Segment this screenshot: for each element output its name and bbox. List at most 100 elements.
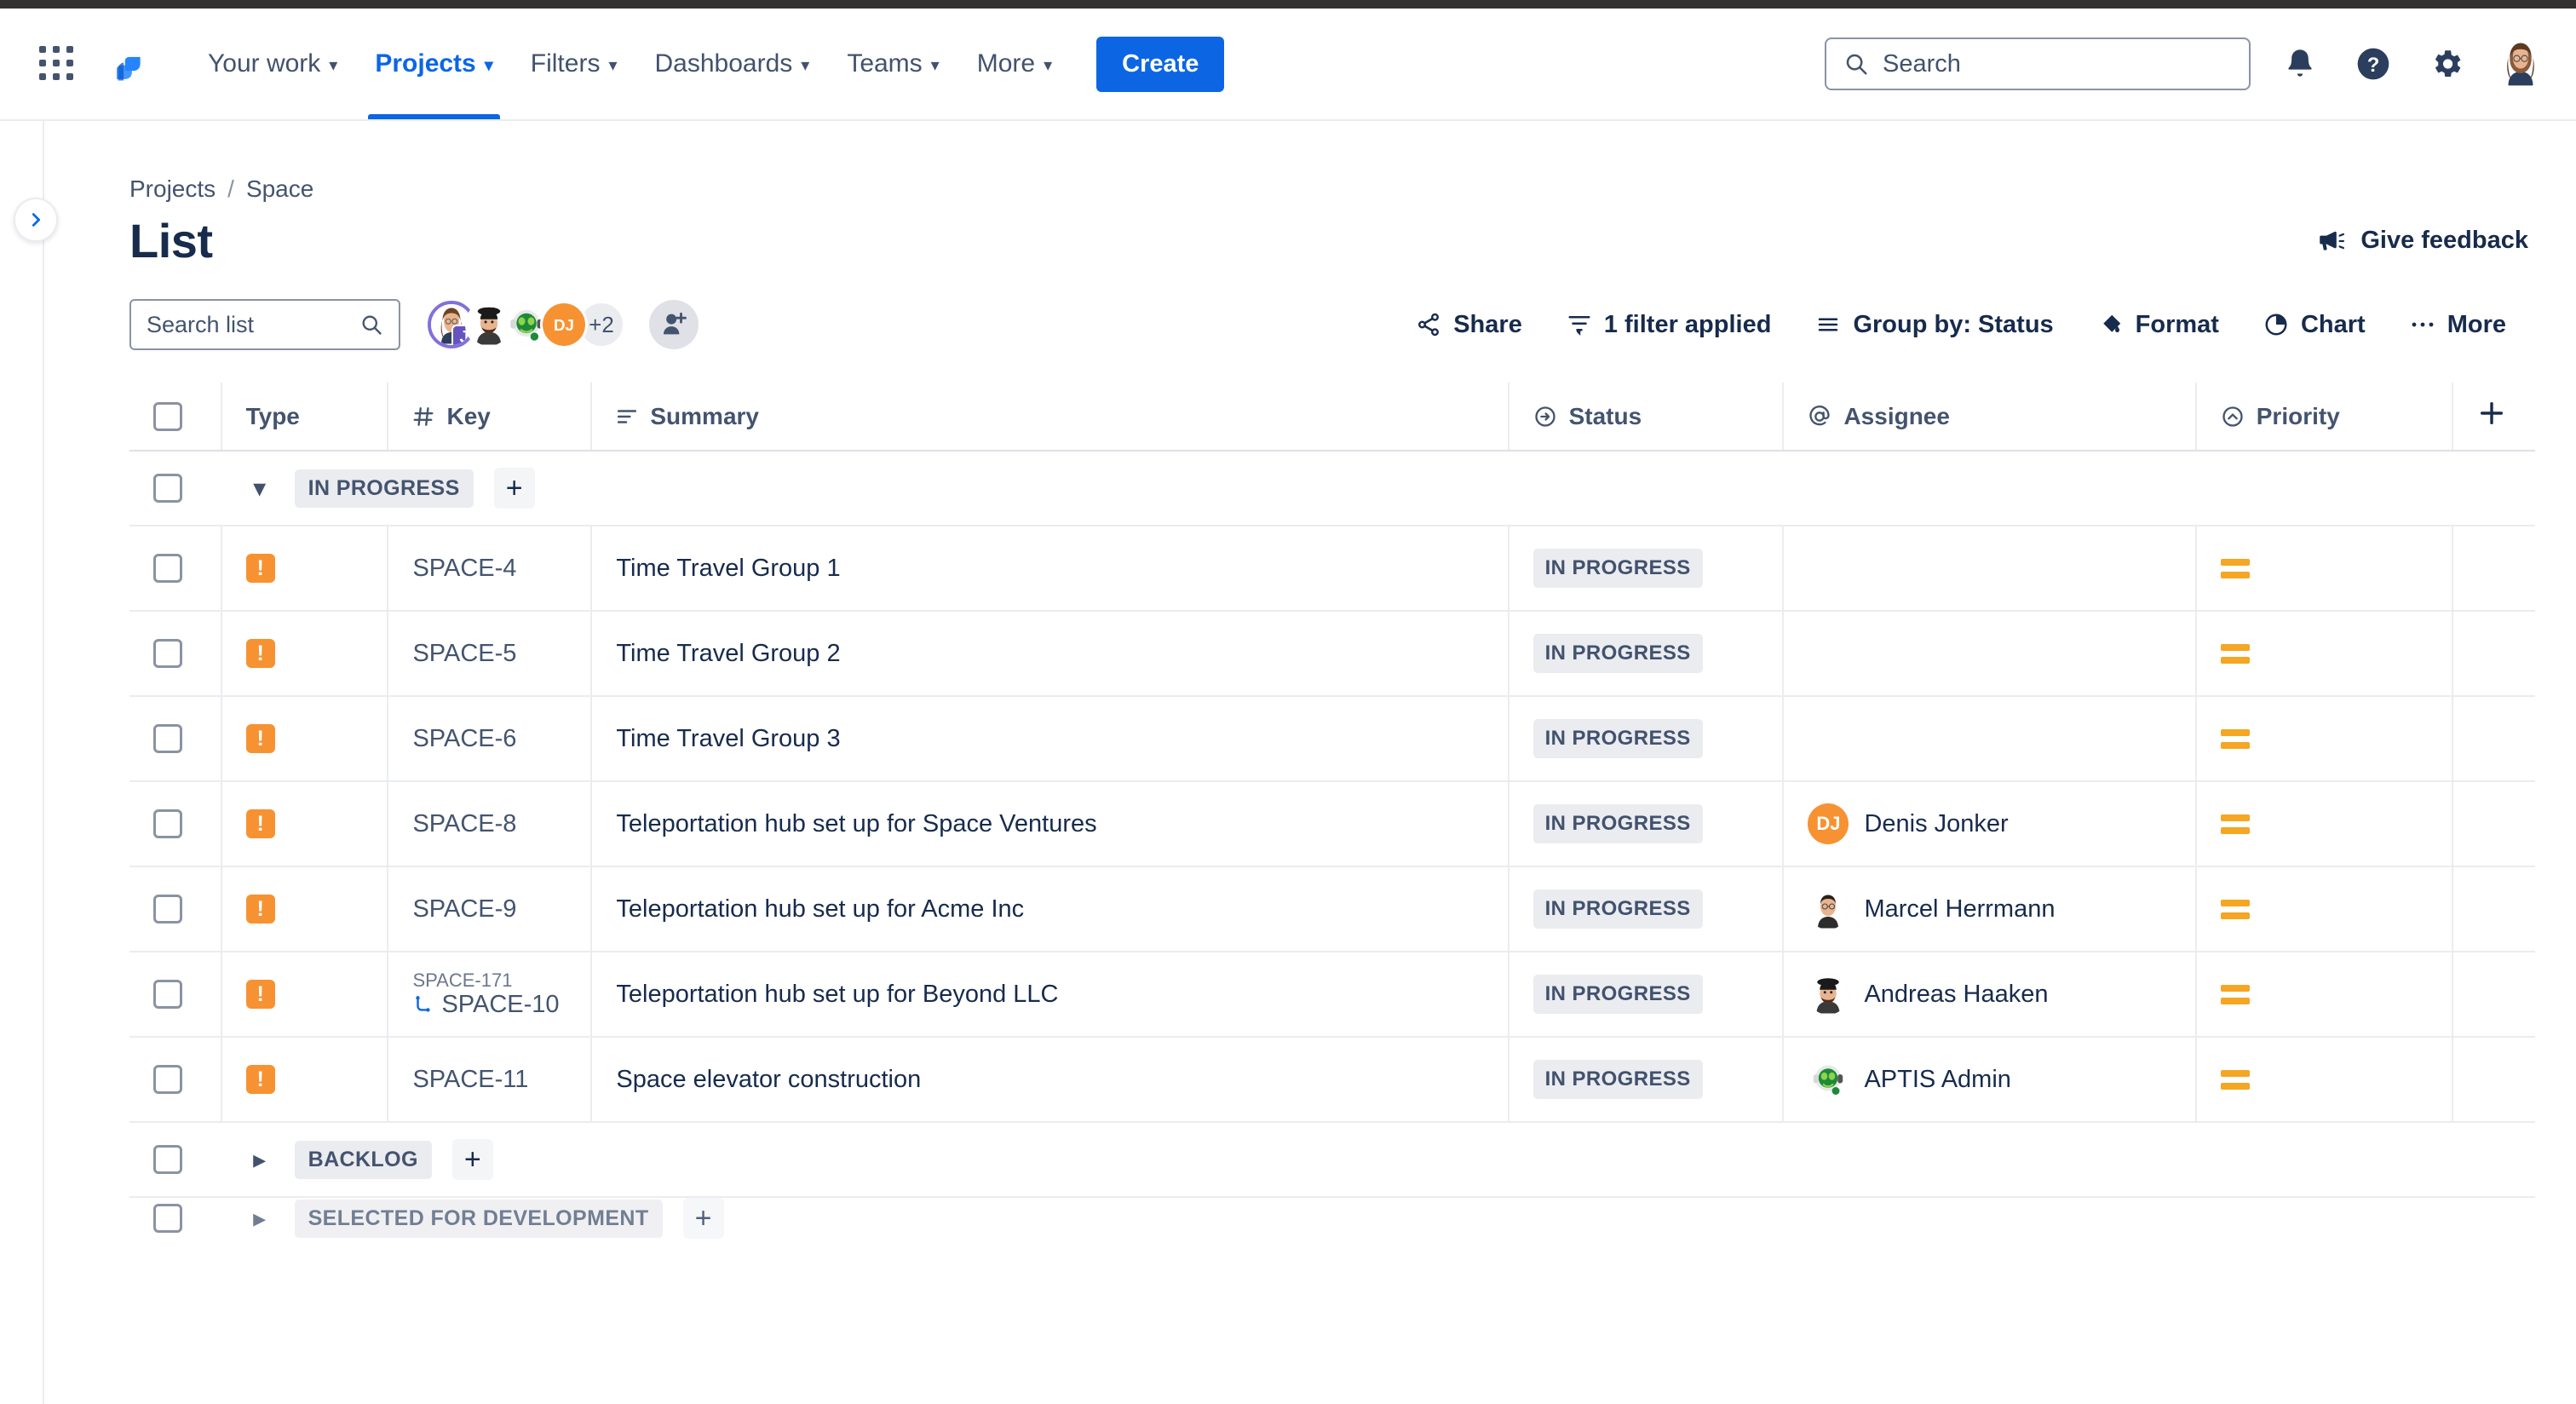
row-priority-cell[interactable] [2195, 952, 2454, 1038]
create-button[interactable]: Create [1096, 36, 1225, 92]
filter-button[interactable]: 1 filter applied [1544, 301, 1794, 349]
column-header-assignee[interactable]: Assignee [1783, 383, 2197, 452]
issue-summary[interactable]: Teleportation hub set up for Space Ventu… [616, 809, 1097, 837]
row-summary-cell[interactable]: Space elevator construction [591, 1037, 1509, 1123]
row-status-cell[interactable]: IN PROGRESS [1508, 696, 1785, 782]
select-all-checkbox[interactable] [153, 401, 182, 431]
row-select-checkbox[interactable] [153, 639, 182, 668]
row-summary-cell[interactable]: Time Travel Group 3 [591, 696, 1509, 782]
row-key-cell[interactable]: SPACE-6 [388, 696, 593, 782]
row-type-cell[interactable]: ! [221, 866, 389, 952]
table-row[interactable]: ! SPACE-171 [129, 952, 2535, 1038]
issue-summary[interactable]: Teleportation hub set up for Acme Inc [616, 895, 1025, 923]
row-summary-cell[interactable]: Teleportation hub set up for Acme Inc [591, 866, 1509, 952]
group-select-checkbox[interactable] [153, 1204, 182, 1233]
row-assignee-cell[interactable]: DJ Denis Jonker [1783, 781, 2197, 867]
table-row[interactable]: ! SPACE-6 Time Travel Group 3 IN PROGRES… [129, 696, 2535, 782]
row-select-checkbox[interactable] [153, 809, 182, 838]
chevron-right-icon[interactable]: ▸ [253, 1145, 267, 1174]
row-key-cell[interactable]: SPACE-9 [388, 866, 593, 952]
help-question-icon[interactable]: ? [2349, 40, 2397, 88]
row-assignee-cell[interactable] [1783, 611, 2197, 697]
row-priority-cell[interactable] [2195, 866, 2454, 952]
row-status-cell[interactable]: IN PROGRESS [1508, 781, 1785, 867]
issue-key[interactable]: SPACE-10 [441, 990, 560, 1018]
breadcrumb-projects[interactable]: Projects [129, 176, 216, 202]
row-select-checkbox[interactable] [153, 724, 182, 753]
table-row[interactable]: ! SPACE-9 Teleportation hub set up for A… [129, 866, 2535, 952]
share-button[interactable]: Share [1394, 301, 1544, 349]
user-avatar[interactable] [2496, 39, 2545, 89]
chart-button[interactable]: Chart [2241, 301, 2388, 349]
table-row[interactable]: ! SPACE-8 Teleportation hub set up for S… [129, 781, 2535, 867]
issue-key[interactable]: SPACE-9 [412, 895, 517, 923]
group-by-button[interactable]: Group by: Status [1793, 301, 2075, 349]
column-header-type[interactable]: Type [221, 383, 389, 452]
row-key-cell[interactable]: SPACE-5 [388, 611, 593, 697]
nav-item-filters[interactable]: Filters ▾ [512, 9, 636, 119]
table-row[interactable]: ! SPACE-11 Space elevator construction I… [129, 1037, 2535, 1123]
row-priority-cell[interactable] [2195, 526, 2454, 612]
row-type-cell[interactable]: ! [221, 781, 389, 867]
row-priority-cell[interactable] [2195, 611, 2454, 697]
row-type-cell[interactable]: ! [221, 952, 389, 1038]
row-key-cell[interactable]: SPACE-4 [388, 526, 593, 612]
nav-item-dashboards[interactable]: Dashboards ▾ [636, 9, 829, 119]
nav-item-projects[interactable]: Projects ▾ [356, 9, 511, 119]
group-select-checkbox[interactable] [153, 474, 182, 503]
search-list-input[interactable]: Search list [129, 299, 400, 350]
sidebar-expand-button[interactable] [14, 198, 58, 242]
row-assignee-cell[interactable] [1783, 696, 2197, 782]
row-type-cell[interactable]: ! [221, 696, 389, 782]
row-summary-cell[interactable]: Time Travel Group 1 [591, 526, 1509, 612]
issue-summary[interactable]: Space elevator construction [616, 1065, 922, 1093]
column-header-key[interactable]: Key [388, 383, 593, 452]
row-key-cell[interactable]: SPACE-171 SPACE-10 [388, 952, 593, 1038]
row-type-cell[interactable]: ! [221, 526, 389, 612]
issue-summary[interactable]: Time Travel Group 1 [616, 554, 841, 582]
avatar-member-2[interactable] [465, 301, 513, 348]
breadcrumb-space[interactable]: Space [245, 176, 314, 202]
add-person-button[interactable] [649, 300, 699, 349]
row-status-cell[interactable]: IN PROGRESS [1508, 866, 1785, 952]
row-status-cell[interactable]: IN PROGRESS [1508, 526, 1785, 612]
nav-item-more[interactable]: More ▾ [958, 9, 1071, 119]
jira-logo-icon[interactable] [106, 42, 150, 86]
row-status-cell[interactable]: IN PROGRESS [1508, 952, 1785, 1038]
format-button[interactable]: Format [2076, 301, 2241, 349]
avatar-member-4[interactable]: DJ [540, 301, 588, 348]
column-header-summary[interactable]: Summary [591, 383, 1509, 452]
issue-summary[interactable]: Teleportation hub set up for Beyond LLC [616, 980, 1059, 1008]
give-feedback-button[interactable]: Give feedback [2316, 227, 2528, 256]
row-assignee-cell[interactable] [1783, 526, 2197, 612]
issue-key[interactable]: SPACE-8 [412, 809, 517, 837]
chevron-right-icon[interactable]: ▸ [253, 1204, 267, 1233]
group-header-in-progress[interactable]: ▾ IN PROGRESS + [129, 451, 2535, 526]
row-priority-cell[interactable] [2195, 1037, 2454, 1123]
issue-key[interactable]: SPACE-11 [412, 1065, 529, 1093]
row-assignee-cell[interactable]: APTIS Admin [1783, 1037, 2197, 1123]
row-select-checkbox[interactable] [153, 554, 182, 583]
more-button[interactable]: More [2388, 301, 2528, 349]
table-row[interactable]: ! SPACE-5 Time Travel Group 2 IN PROGRES… [129, 611, 2535, 697]
row-select-checkbox[interactable] [153, 1065, 182, 1094]
row-priority-cell[interactable] [2195, 781, 2454, 867]
row-key-cell[interactable]: SPACE-8 [388, 781, 593, 867]
group-add-issue-button[interactable]: + [451, 1139, 493, 1180]
row-type-cell[interactable]: ! [221, 1037, 389, 1123]
column-header-status[interactable]: Status [1508, 383, 1785, 452]
row-status-cell[interactable]: IN PROGRESS [1508, 611, 1785, 697]
issue-summary[interactable]: Time Travel Group 2 [616, 639, 841, 667]
nav-item-your-work[interactable]: Your work ▾ [189, 9, 356, 119]
global-search-input[interactable]: Search [1825, 37, 2251, 90]
row-summary-cell[interactable]: Time Travel Group 2 [591, 611, 1509, 697]
row-summary-cell[interactable]: Teleportation hub set up for Space Ventu… [591, 781, 1509, 867]
row-summary-cell[interactable]: Teleportation hub set up for Beyond LLC [591, 952, 1509, 1038]
chevron-down-icon[interactable]: ▾ [253, 474, 267, 503]
table-row[interactable]: ! SPACE-4 Time Travel Group 1 IN PROGRES… [129, 526, 2535, 612]
column-header-priority[interactable]: Priority [2195, 383, 2454, 452]
row-assignee-cell[interactable]: Andreas Haaken [1783, 952, 2197, 1038]
group-header-backlog[interactable]: ▸ BACKLOG + [129, 1122, 2535, 1198]
row-select-checkbox[interactable] [153, 895, 182, 924]
group-select-checkbox[interactable] [153, 1145, 182, 1174]
